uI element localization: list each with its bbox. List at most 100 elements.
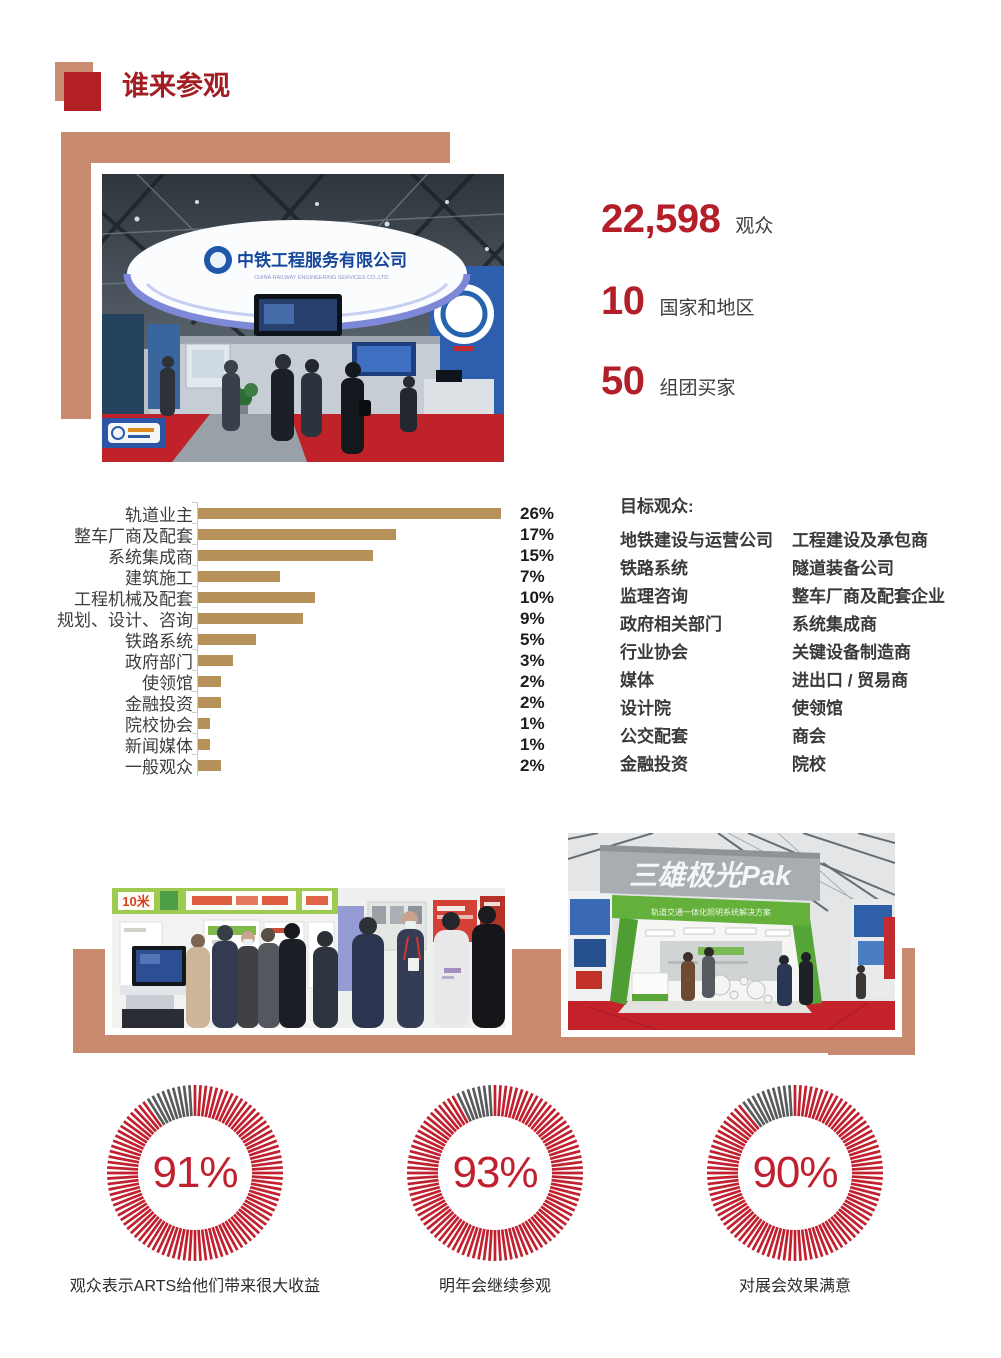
- donut-chart-revisit: 93%: [395, 1073, 595, 1273]
- bar-row: 铁路系统 5%: [8, 628, 588, 651]
- target-audience-list: 地铁建设与运营公司 工程建设及承包商 铁路系统 隧道装备公司 监理咨询 整车厂商及配套企业…: [620, 532, 988, 773]
- stat-group-buyers-value: 50: [601, 359, 645, 403]
- target-audience-item: 监理咨询: [620, 587, 688, 607]
- stat-countries: 10 国家和地区: [601, 281, 755, 321]
- bar: [198, 676, 222, 687]
- bar-track: [192, 691, 520, 713]
- cres-sign-subtext: CHINA RAILWAY ENGINEERING SERVICES CO.,L…: [254, 275, 390, 281]
- target-audience-item: 行业协会: [620, 643, 688, 663]
- pak-sign-board: [600, 845, 820, 901]
- target-audience-item: 金融投资: [620, 755, 688, 775]
- bar-track: [192, 523, 520, 545]
- bar-track: [192, 586, 520, 608]
- bar-category-label: 工程机械及配套: [74, 590, 193, 609]
- bar-row: 政府部门 3%: [8, 649, 588, 672]
- bar-value-label: 1%: [520, 713, 545, 733]
- pak-green-banner: [612, 895, 810, 926]
- banner-text-left: 10米: [122, 894, 150, 909]
- booth-drum: [127, 220, 467, 328]
- bar-value-label: 2%: [520, 755, 545, 775]
- target-audience-item: 地铁建设与运营公司: [620, 531, 773, 551]
- page-title: 谁来参观: [122, 71, 230, 101]
- bar-category-label: 轨道业主: [125, 506, 193, 525]
- bar-track: [192, 754, 520, 776]
- bar-value-label: 9%: [520, 608, 545, 628]
- bar-category-label: 政府部门: [125, 653, 193, 672]
- target-audience-item: 公交配套: [620, 727, 688, 747]
- bar-value-label: 3%: [520, 650, 545, 670]
- bar-track: [192, 607, 520, 629]
- cres-sign-text: 中铁工程服务有限公司: [237, 250, 407, 270]
- bar: [198, 697, 222, 708]
- target-audience-item: 整车厂商及配套企业: [792, 587, 945, 607]
- bar-category-label: 一般观众: [125, 758, 193, 777]
- bar-row: 轨道业主 26%: [8, 502, 588, 525]
- stat-group-buyers-label: 组团买家: [659, 378, 736, 399]
- donut-percent: 93%: [452, 1148, 538, 1197]
- buyer-group: [352, 906, 505, 1028]
- donut-chart-satisfaction: 90%: [695, 1073, 895, 1273]
- bar: [198, 508, 501, 519]
- bar: [198, 634, 257, 645]
- donut-caption-satisfaction: 对展会效果满意: [738, 1278, 851, 1295]
- visitor-silhouettes: [160, 354, 417, 454]
- stat-visitors-value: 22,598: [601, 197, 721, 241]
- donut-caption-benefit: 观众表示ARTS给他们带来很大收益: [69, 1278, 321, 1295]
- bar-category-label: 系统集成商: [108, 548, 193, 567]
- donut-ring: [707, 1085, 883, 1261]
- bar-value-label: 1%: [520, 734, 545, 754]
- donut-percent: 90%: [752, 1148, 838, 1197]
- bar-row: 金融投资 2%: [8, 691, 588, 714]
- photo-cres-booth: 中铁工程服务有限公司 CHINA RAILWAY ENGINEERING SER…: [80, 162, 516, 462]
- bar-row: 工程机械及配套 10%: [8, 586, 588, 609]
- bar-value-label: 15%: [520, 545, 555, 565]
- bar-track: [192, 733, 520, 755]
- bar-row: 建筑施工 7%: [8, 565, 588, 588]
- pak-sign-text: 三雄极光Pak: [629, 860, 792, 891]
- target-audience-item: 进出口 / 贸易商: [792, 671, 909, 691]
- target-audience-item: 媒体: [620, 671, 654, 691]
- bar-category-label: 使领馆: [142, 674, 193, 693]
- bar-row: 使领馆 2%: [8, 670, 588, 693]
- bar-category-label: 院校协会: [125, 716, 193, 735]
- target-audience-item: 政府相关部门: [620, 615, 722, 635]
- donut-ring: [107, 1085, 283, 1261]
- target-audience-row: 地铁建设与运营公司 工程建设及承包商: [620, 532, 988, 549]
- stat-visitors: 22,598 观众: [601, 199, 773, 239]
- target-audience-row: 金融投资 院校: [620, 756, 988, 773]
- target-audience-item: 铁路系统: [620, 559, 688, 579]
- target-audience-row: 设计院 使领馆: [620, 700, 988, 717]
- bar-value-label: 5%: [520, 629, 545, 649]
- bar-track: [192, 628, 520, 650]
- photo-cres-booth-frame: 中铁工程服务有限公司 CHINA RAILWAY ENGINEERING SER…: [80, 162, 516, 473]
- bar-track: [192, 565, 520, 587]
- visitor-category-bar-chart: 轨道业主 26% 整车厂商及配套 17% 系统集成商 15% 建筑施工 7% 工程机械及配套 10…: [8, 502, 588, 777]
- target-audience-panel: 目标观众: 地铁建设与运营公司 工程建设及承包商 铁路系统 隧道装备公司 监理咨询 整车厂…: [620, 497, 988, 784]
- bar: [198, 739, 210, 750]
- visitor-group: [186, 923, 338, 1028]
- bar-track: [192, 712, 520, 734]
- target-audience-row: 行业协会 关键设备制造商: [620, 644, 988, 661]
- bar: [198, 550, 373, 561]
- header-square-front: [64, 72, 101, 111]
- bar-category-label: 建筑施工: [125, 569, 193, 588]
- people: [681, 947, 866, 1006]
- stat-group-buyers: 50 组团买家: [601, 361, 736, 401]
- bar: [198, 529, 397, 540]
- target-audience-item: 商会: [792, 727, 826, 747]
- bar-value-label: 10%: [520, 587, 555, 607]
- bar-category-label: 金融投资: [125, 695, 193, 714]
- bar-row: 新闻媒体 1%: [8, 733, 588, 756]
- bar-row: 一般观众 2%: [8, 754, 588, 777]
- bar-category-label: 铁路系统: [125, 632, 193, 651]
- bar-value-label: 17%: [520, 524, 555, 544]
- bar-value-label: 7%: [520, 566, 545, 586]
- target-audience-row: 铁路系统 隧道装备公司: [620, 560, 988, 577]
- stat-countries-label: 国家和地区: [659, 298, 755, 319]
- bar: [198, 571, 280, 582]
- donut-ring: [407, 1085, 583, 1261]
- target-audience-item: 关键设备制造商: [792, 643, 911, 663]
- bar: [198, 592, 315, 603]
- stat-visitors-label: 观众: [735, 216, 774, 237]
- target-audience-item: 系统集成商: [792, 615, 877, 635]
